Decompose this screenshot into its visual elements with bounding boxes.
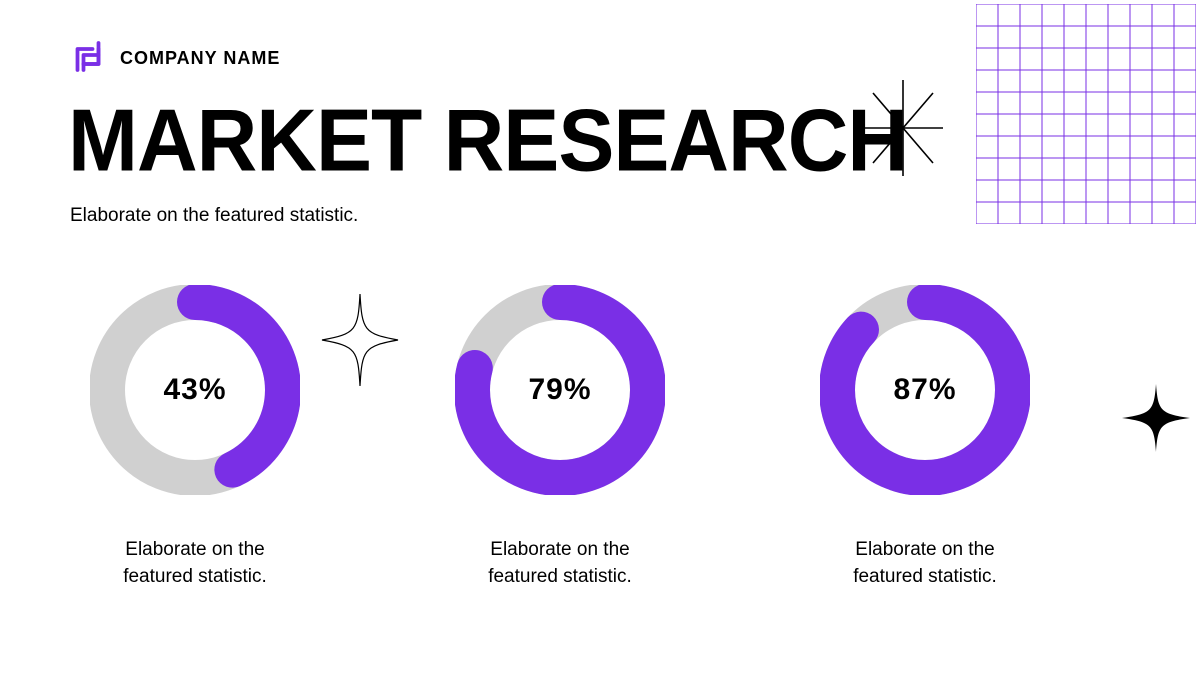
page-subtitle: Elaborate on the featured statistic. bbox=[70, 205, 358, 227]
donut-value-label: 79% bbox=[528, 373, 591, 407]
donut-graphic: 87% bbox=[820, 285, 1030, 495]
header: COMPANY NAME bbox=[70, 40, 280, 76]
donut-chart-1: 43% Elaborate on the featured statistic. bbox=[90, 285, 300, 590]
donut-chart-3: 87% Elaborate on the featured statistic. bbox=[820, 285, 1030, 590]
donut-chart-row: 43% Elaborate on the featured statistic.… bbox=[90, 285, 1030, 590]
donut-caption: Elaborate on the featured statistic. bbox=[820, 537, 1030, 590]
donut-caption: Elaborate on the featured statistic. bbox=[455, 537, 665, 590]
donut-value-label: 43% bbox=[163, 373, 226, 407]
donut-chart-2: 79% Elaborate on the featured statistic. bbox=[455, 285, 665, 590]
grid-decoration bbox=[976, 4, 1196, 229]
donut-graphic: 43% bbox=[90, 285, 300, 495]
company-name: COMPANY NAME bbox=[120, 48, 280, 69]
company-logo-icon bbox=[70, 40, 106, 76]
page-title: MARKET RESEARCH bbox=[68, 90, 907, 192]
donut-value-label: 87% bbox=[893, 373, 956, 407]
sparkle-filled-icon bbox=[1120, 382, 1192, 459]
donut-caption: Elaborate on the featured statistic. bbox=[90, 537, 300, 590]
donut-graphic: 79% bbox=[455, 285, 665, 495]
